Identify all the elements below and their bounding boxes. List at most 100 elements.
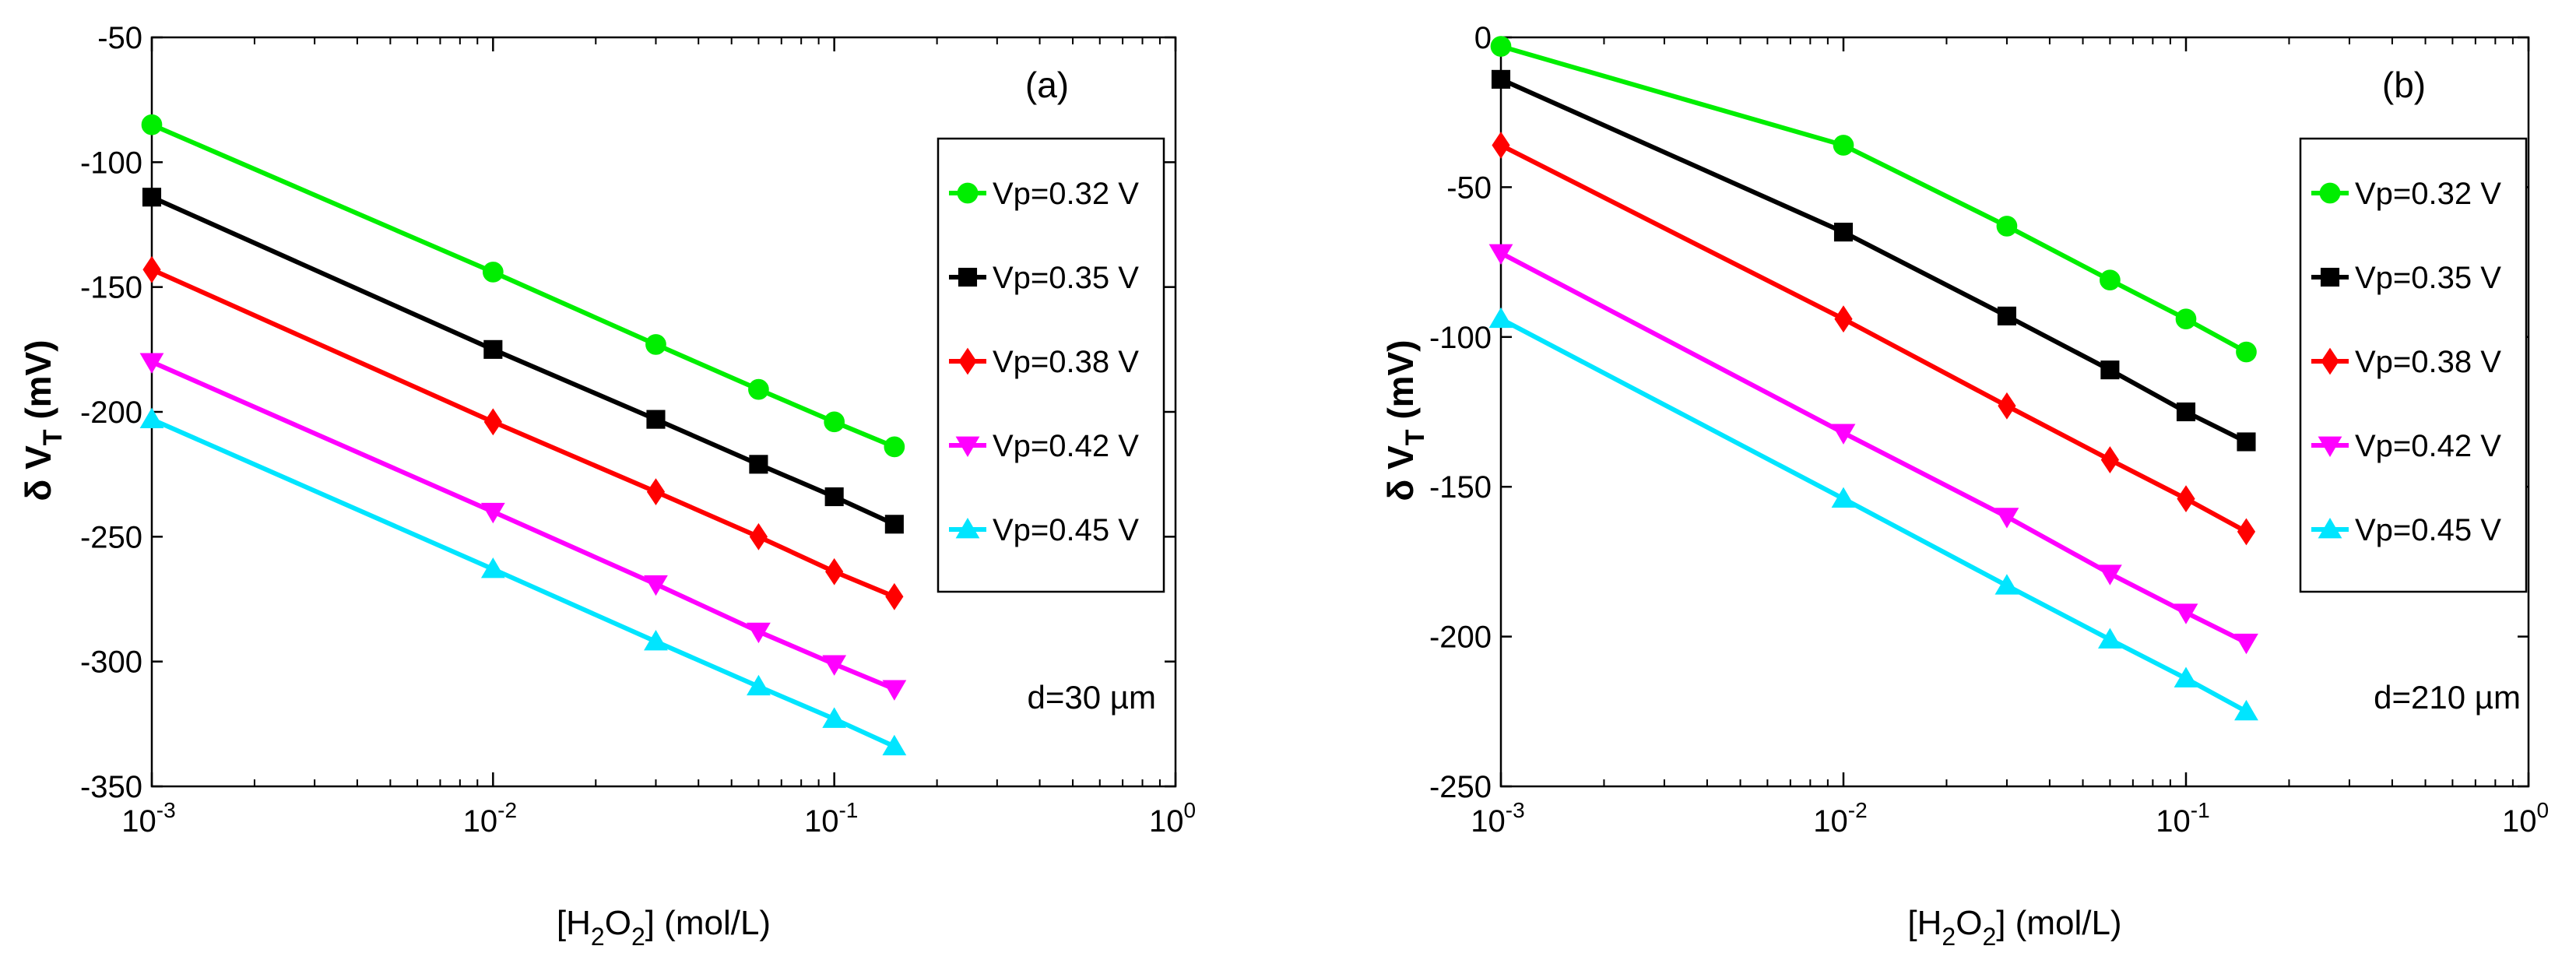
x-tick-label: 100 xyxy=(2502,798,2549,839)
legend-label: Vp=0.42 V xyxy=(993,429,1139,463)
annotation: d=210 µm xyxy=(2374,679,2521,716)
series-line-2 xyxy=(1499,142,2247,534)
data-point xyxy=(884,436,905,458)
data-point xyxy=(480,502,505,524)
data-point xyxy=(2234,699,2258,721)
legend-marker xyxy=(2321,347,2339,375)
data-point xyxy=(139,353,164,374)
x-axis-label-part: [H xyxy=(557,904,591,942)
data-point xyxy=(2236,341,2257,363)
x-tick-exponent: -2 xyxy=(497,798,517,822)
legend-marker xyxy=(958,347,977,375)
x-tick-exponent: 0 xyxy=(2536,798,2549,822)
x-tick-exponent: -2 xyxy=(1848,798,1868,822)
x-tick-exponent: -3 xyxy=(1506,798,1525,822)
y-tick-label: -150 xyxy=(80,271,142,305)
legend-label: Vp=0.42 V xyxy=(2355,429,2501,463)
data-point xyxy=(1994,574,2019,595)
legend-marker xyxy=(955,436,980,457)
x-axis-label-sub: 2 xyxy=(1982,923,1996,951)
data-point xyxy=(1492,132,1510,159)
series-line-2 xyxy=(150,267,896,600)
legend-label: Vp=0.32 V xyxy=(2355,177,2501,211)
x-tick-base: 10 xyxy=(2502,804,2537,839)
x-tick-exponent: -1 xyxy=(838,798,858,822)
data-point xyxy=(482,262,504,283)
data-point xyxy=(1488,307,1513,329)
data-point xyxy=(824,411,845,433)
x-tick-base: 10 xyxy=(2156,804,2191,839)
legend-label: Vp=0.35 V xyxy=(993,261,1139,295)
x-tick-label: 10-2 xyxy=(463,798,517,839)
data-point xyxy=(644,630,668,651)
data-point xyxy=(141,114,163,135)
legend-label: Vp=0.38 V xyxy=(993,345,1139,379)
y-axis-label-unit: (mV) xyxy=(18,339,58,429)
data-point xyxy=(483,408,502,436)
data-point xyxy=(2175,308,2197,330)
data-point xyxy=(1834,305,1853,333)
x-axis-label-part: ] (mol/L) xyxy=(1996,904,2121,942)
x-tick-label: 10-3 xyxy=(1471,798,1524,839)
data-point xyxy=(644,575,668,596)
y-tick-label: -350 xyxy=(80,770,142,804)
data-point xyxy=(749,522,768,550)
data-point xyxy=(645,334,666,355)
legend-label: Vp=0.38 V xyxy=(2355,345,2501,379)
data-point xyxy=(882,734,907,756)
series-line-0 xyxy=(1500,44,2247,354)
data-point xyxy=(1997,306,2016,325)
y-tick-label: -200 xyxy=(80,396,142,430)
legend-marker xyxy=(2320,267,2340,287)
data-point xyxy=(1490,36,1512,57)
data-point xyxy=(1831,487,1856,508)
data-point xyxy=(749,455,768,474)
data-point xyxy=(885,582,904,610)
y-axis-label-main: δ V xyxy=(18,445,58,501)
data-point xyxy=(824,487,844,507)
data-point xyxy=(142,188,162,207)
data-point xyxy=(1996,216,2018,237)
legend-label: Vp=0.32 V xyxy=(993,177,1139,211)
data-point xyxy=(1998,392,2016,420)
data-point xyxy=(825,557,844,585)
data-point xyxy=(646,478,666,506)
series-line-1 xyxy=(150,195,896,527)
x-tick-label: 100 xyxy=(1149,798,1196,839)
data-point xyxy=(139,407,164,429)
data-point xyxy=(747,622,771,644)
y-tick-label: -200 xyxy=(1429,621,1492,655)
x-axis-label-part: ] (mol/L) xyxy=(645,904,771,942)
legend-box xyxy=(2299,137,2528,593)
data-point xyxy=(1488,244,1513,265)
x-tick-base: 10 xyxy=(1149,804,1184,839)
data-point xyxy=(2097,628,2122,649)
data-point xyxy=(1491,69,1511,89)
legend-marker xyxy=(957,182,979,204)
annotation: d=30 µm xyxy=(1028,679,1156,716)
y-axis-label: δ VT (mV) xyxy=(18,339,68,501)
legend-marker xyxy=(955,518,980,539)
data-point xyxy=(2177,485,2195,512)
x-axis-label: [H2O2] (mol/L) xyxy=(1907,904,2121,951)
data-point xyxy=(1833,223,1854,242)
x-tick-exponent: -3 xyxy=(156,798,176,822)
x-tick-base: 10 xyxy=(121,804,156,839)
x-axis-label-sub: 2 xyxy=(631,923,645,951)
data-point xyxy=(884,515,904,534)
data-point xyxy=(748,378,769,400)
x-axis-label-sub: 2 xyxy=(591,923,605,951)
y-axis-label-sub: T xyxy=(1400,429,1430,445)
legend-marker xyxy=(2319,182,2341,204)
data-point xyxy=(747,674,771,696)
x-tick-label: 10-3 xyxy=(121,798,175,839)
y-tick-label: -50 xyxy=(97,21,142,55)
data-point xyxy=(2100,360,2120,380)
data-point xyxy=(2174,603,2198,624)
legend-label: Vp=0.35 V xyxy=(2355,261,2501,295)
data-point xyxy=(1831,424,1856,445)
legend-label: Vp=0.45 V xyxy=(993,513,1139,547)
